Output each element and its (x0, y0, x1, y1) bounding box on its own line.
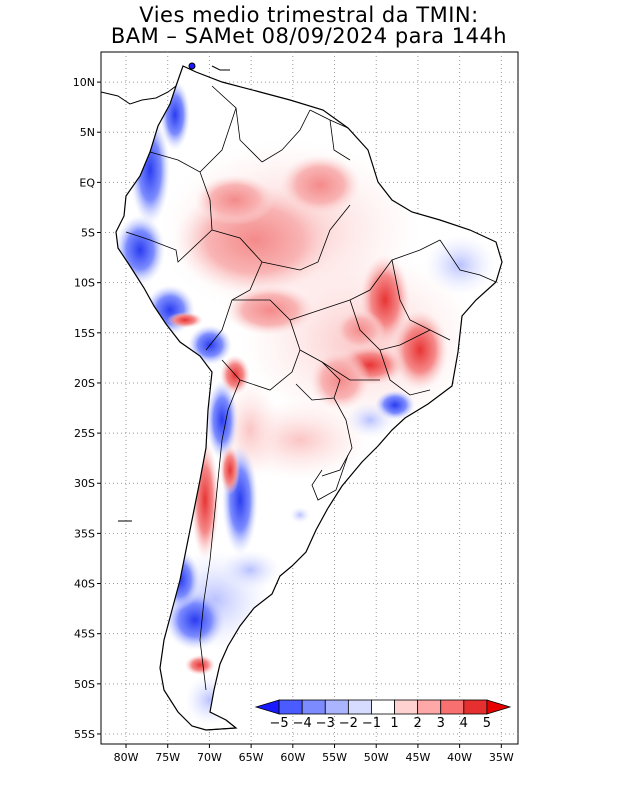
lat-tick-label: 45S (74, 628, 95, 641)
lon-tick-label: 55W (322, 751, 347, 764)
colorbar-swatch (301, 699, 326, 715)
country-borders (125, 85, 497, 691)
lon-tick-label: 40W (447, 751, 472, 764)
colorbar-swatch (463, 699, 488, 715)
colorbar-label: −3 (316, 716, 335, 731)
colorbar-label: 5 (483, 716, 491, 731)
lon-tick-label: 60W (280, 751, 305, 764)
islands (118, 62, 238, 731)
colorbar-swatch (486, 699, 512, 715)
lat-tick-label: 50S (74, 678, 95, 691)
central-america-coastline (100, 85, 177, 105)
lat-tick-label: 15S (74, 327, 95, 340)
colorbar-label: 1 (390, 716, 398, 731)
south-america-coastline (115, 65, 503, 731)
colorbar-label: −2 (339, 716, 358, 731)
lat-tick-label: 40S (74, 578, 95, 591)
colorbar-label: −4 (293, 716, 312, 731)
lon-tick-label: 75W (155, 751, 180, 764)
lat-tick-label: 5S (81, 227, 95, 240)
lat-tick-label: 55S (74, 728, 95, 741)
lat-tick-label: 5N (80, 126, 95, 139)
colorbar-swatch (347, 699, 372, 715)
colorbar-swatch (371, 699, 395, 715)
lon-tick-label: 50W (364, 751, 389, 764)
lon-tick-label: 45W (405, 751, 430, 764)
colorbar-swatch (440, 699, 465, 715)
lat-tick-label: EQ (79, 176, 95, 189)
colorbar-swatch (394, 699, 419, 715)
colorbar-label: 4 (460, 716, 468, 731)
lat-tick-label: 20S (74, 377, 95, 390)
lat-tick-label: 10N (73, 76, 95, 89)
map-title-line-1: Vies medio trimestral da TMIN: (139, 3, 479, 27)
lon-tick-label: 70W (197, 751, 222, 764)
colorbar-legend: −5 −4 −3 −2 −1 1 2 3 4 5 (254, 699, 512, 731)
lon-tick-label: 35W (489, 751, 514, 764)
lat-tick-label: 25S (74, 427, 95, 440)
lon-tick-label: 80W (114, 751, 139, 764)
colorbar-label: 2 (413, 716, 421, 731)
latitude-labels: 10N 5N EQ 5S 10S 15S 20S 25S 30S 35S 40S 45S 50S 55S (73, 76, 101, 741)
colorbar-swatch (324, 699, 349, 715)
lat-tick-label: 30S (74, 477, 95, 490)
lat-tick-label: 35S (74, 527, 95, 540)
colorbar-swatch (417, 699, 442, 715)
lon-tick-label: 65W (239, 751, 264, 764)
colorbar-swatch (278, 699, 303, 715)
longitude-labels: 80W 75W 70W 65W 60W 55W 50W 45W 40W 35W (114, 744, 514, 764)
colorbar-label: −5 (270, 716, 289, 731)
colorbar-label: 3 (437, 716, 445, 731)
lat-tick-label: 10S (74, 277, 95, 290)
colorbar-label: −1 (362, 716, 381, 731)
map-title-line-2: BAM – SAMet 08/09/2024 para 144h (110, 24, 508, 48)
